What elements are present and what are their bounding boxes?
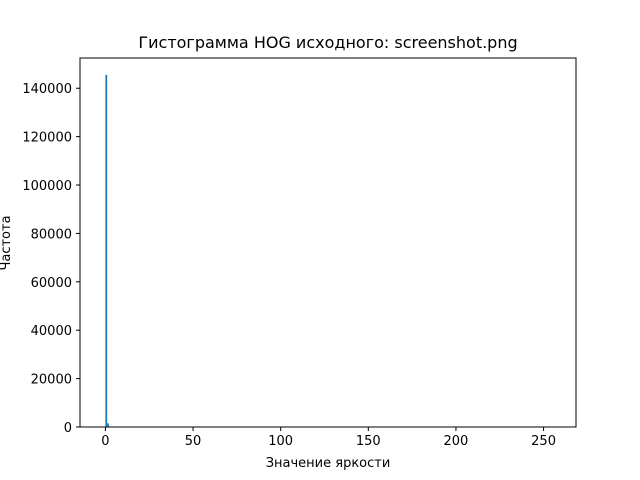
- y-tick-label: 20000: [31, 373, 72, 388]
- y-axis-label: Частота: [0, 215, 14, 270]
- y-tick-label: 100000: [22, 179, 72, 194]
- x-tick-label: 150: [356, 434, 381, 449]
- chart-title: Гистограмма HOG исходного: screenshot.pn…: [138, 33, 517, 52]
- y-tick-label: 140000: [22, 82, 72, 97]
- x-tick-label: 100: [268, 434, 293, 449]
- x-tick-label: 50: [185, 434, 202, 449]
- x-tick-label: 200: [444, 434, 469, 449]
- x-tick-label: 0: [101, 434, 109, 449]
- x-axis-label: Значение яркости: [266, 456, 391, 471]
- y-tick-label: 80000: [31, 227, 72, 242]
- y-axis-ticks: 0 20000 40000 60000 80000 100000 120000 140000: [22, 82, 80, 436]
- y-tick-label: 120000: [22, 131, 72, 146]
- bars-layer: [105, 74, 109, 427]
- histogram-bar: [105, 74, 108, 427]
- plot-frame: [79, 57, 577, 428]
- y-tick-label: 0: [64, 421, 72, 436]
- y-tick-label: 60000: [31, 276, 72, 291]
- histogram-bar: [107, 423, 109, 427]
- x-tick-label: 250: [531, 434, 556, 449]
- y-tick-label: 40000: [31, 324, 72, 339]
- x-axis-ticks: 0 50 100 150 200 250: [101, 427, 556, 449]
